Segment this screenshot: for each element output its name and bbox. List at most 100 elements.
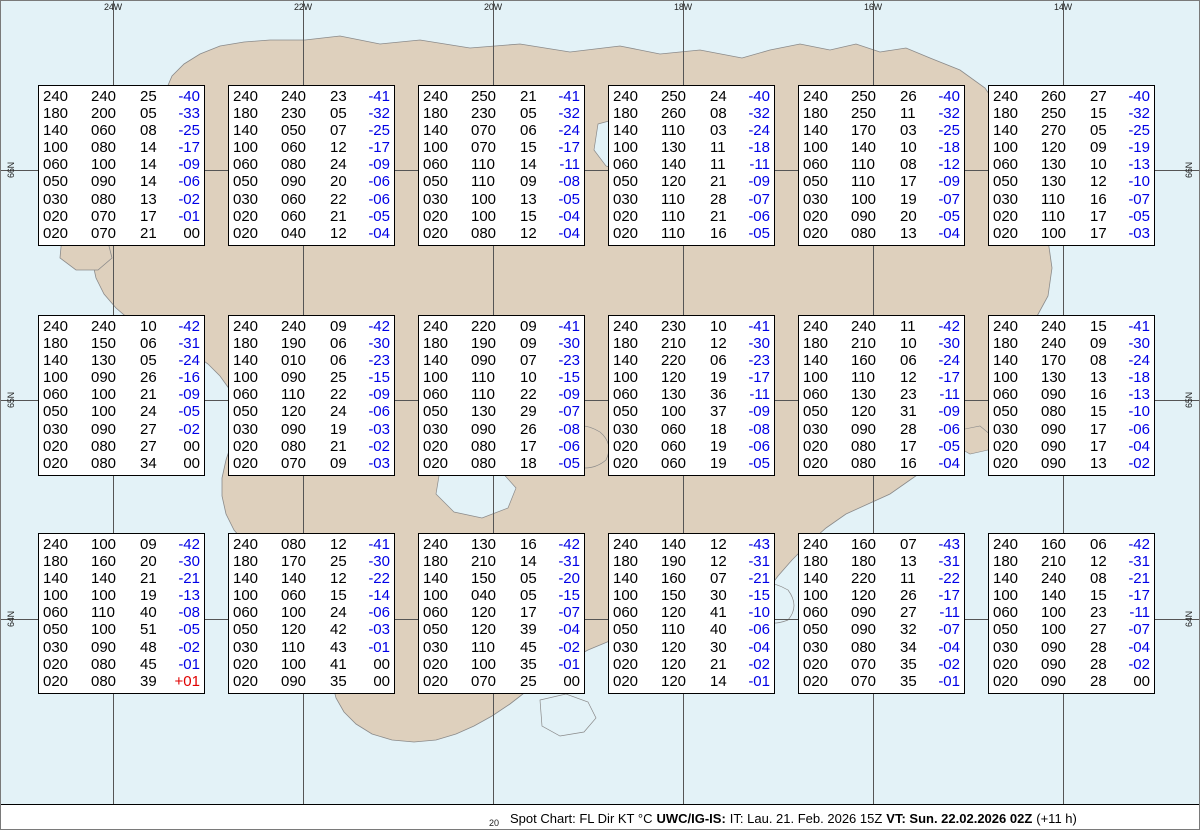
spot-box-r2c1[interactable]: 240 240 10 -42 180 150 06 -31 140 130 05 -24 100 090 2… (38, 315, 205, 476)
wind-speed-value: 09 (520, 318, 537, 335)
wind-speed-value: 19 (330, 420, 347, 438)
wind-speed-value: 28 (1090, 638, 1107, 656)
temperature-value: -09 (178, 156, 200, 174)
spot-row: 240 240 11 -42 (803, 318, 960, 335)
wind-speed-value: 20 (330, 173, 347, 191)
wind-speed-value: 21 (520, 88, 537, 105)
spot-box-r3c5[interactable]: 240 160 07 -43 180 180 13 -31 140 220 11 -22 100 120 2… (798, 533, 965, 694)
spot-row: 140 170 08 -24 (993, 352, 1150, 369)
wind-direction-value: 260 (1041, 88, 1067, 105)
wind-direction-value: 080 (471, 454, 497, 472)
flight-level-value: 050 (803, 173, 829, 191)
spot-box-r1c4[interactable]: 240 250 24 -40 180 260 08 -32 140 110 03 -24 100 130 1… (608, 85, 775, 246)
wind-speed-value: 14 (140, 139, 157, 157)
spot-row: 100 150 30 -15 (613, 587, 770, 604)
flight-level-value: 180 (423, 105, 449, 123)
flight-level-value: 180 (233, 553, 259, 571)
spot-row: 060 090 16 -13 (993, 386, 1150, 403)
temperature-value: -11 (749, 156, 770, 174)
flight-level-value: 020 (993, 207, 1019, 225)
temperature-value: -02 (178, 420, 200, 438)
temperature-value: -41 (748, 318, 770, 335)
wind-direction-value: 100 (1041, 621, 1067, 639)
spot-row: 100 130 11 -18 (613, 139, 770, 156)
wind-speed-value: 16 (1090, 386, 1107, 404)
spot-box-r3c1[interactable]: 240 100 09 -42 180 160 20 -30 140 140 21 -21 100 100 1… (38, 533, 205, 694)
temperature-value: -02 (368, 437, 390, 455)
spot-box-r1c1[interactable]: 240 240 25 -40 180 200 05 -33 140 060 08 -25 100 080 1… (38, 85, 205, 246)
temperature-value: -40 (178, 88, 200, 105)
wind-direction-value: 100 (1041, 604, 1067, 622)
spot-row: 140 270 05 -25 (993, 122, 1150, 139)
wind-direction-value: 070 (851, 672, 877, 690)
spot-box-r2c5[interactable]: 240 240 11 -42 180 210 10 -30 140 160 06 -24 100 110 1… (798, 315, 965, 476)
wind-speed-value: 17 (1090, 437, 1107, 455)
lat-label-65n-right: 65N (1184, 392, 1195, 408)
temperature-value: -30 (368, 335, 390, 353)
spot-row: 240 240 10 -42 (43, 318, 200, 335)
spot-box-r1c2[interactable]: 240 240 23 -41 180 230 05 -32 140 050 07 -25 100 060 1… (228, 85, 395, 246)
temperature-value: -06 (748, 437, 770, 455)
wind-direction-value: 100 (851, 190, 877, 208)
temperature-value: -06 (748, 207, 770, 225)
temperature-value: -13 (1128, 156, 1150, 174)
wind-speed-value: 15 (1090, 105, 1107, 123)
wind-direction-value: 230 (471, 105, 497, 123)
spot-row: 140 170 03 -25 (803, 122, 960, 139)
spot-box-r3c4[interactable]: 240 140 12 -43 180 190 12 -31 140 160 07 -21 100 150 3… (608, 533, 775, 694)
flight-level-value: 030 (613, 420, 639, 438)
spot-row: 100 140 15 -17 (993, 587, 1150, 604)
flight-level-value: 030 (803, 638, 829, 656)
temperature-value: -05 (368, 207, 390, 225)
spot-box-r1c5[interactable]: 240 250 26 -40 180 250 11 -32 140 170 03 -25 100 140 1… (798, 85, 965, 246)
spot-box-r3c2[interactable]: 240 080 12 -41 180 170 25 -30 140 140 12 -22 100 060 1… (228, 533, 395, 694)
spot-row: 180 240 09 -30 (993, 335, 1150, 352)
wind-direction-value: 080 (91, 190, 117, 208)
spot-box-r2c3[interactable]: 240 220 09 -41 180 190 09 -30 140 090 07 -23 100 110 1… (418, 315, 585, 476)
wind-speed-value: 39 (140, 672, 157, 690)
flight-level-value: 060 (803, 604, 829, 622)
wind-direction-value: 090 (471, 420, 497, 438)
wind-speed-value: 16 (1090, 190, 1107, 208)
wind-speed-value: 15 (1090, 318, 1107, 335)
wind-direction-value: 130 (661, 386, 687, 404)
wind-direction-value: 220 (661, 352, 687, 370)
wind-direction-value: 060 (281, 207, 307, 225)
flight-level-value: 050 (233, 403, 259, 421)
spot-row: 180 230 05 -32 (423, 105, 580, 122)
spot-row: 180 250 11 -32 (803, 105, 960, 122)
wind-speed-value: 29 (520, 403, 537, 421)
spot-box-r1c6[interactable]: 240 260 27 -40 180 250 15 -32 140 270 05 -25 100 120 0… (988, 85, 1155, 246)
spot-box-r3c6[interactable]: 240 160 06 -42 180 210 12 -31 140 240 08 -21 100 140 1… (988, 533, 1155, 694)
wind-speed-value: 13 (520, 190, 537, 208)
spot-box-r2c6[interactable]: 240 240 15 -41 180 240 09 -30 140 170 08 -24 100 130 1… (988, 315, 1155, 476)
wind-direction-value: 240 (281, 88, 307, 105)
flight-level-value: 020 (613, 655, 639, 673)
flight-level-value: 020 (43, 454, 69, 472)
temperature-value: 00 (183, 224, 200, 242)
temperature-value: -22 (368, 570, 390, 588)
spot-row: 030 110 16 -07 (993, 191, 1150, 208)
wind-speed-value: 25 (330, 553, 347, 571)
spot-box-r3c3[interactable]: 240 130 16 -42 180 210 14 -31 140 150 05 -20 100 040 0… (418, 533, 585, 694)
wind-direction-value: 080 (281, 437, 307, 455)
temperature-value: -07 (558, 604, 580, 622)
spot-box-r1c3[interactable]: 240 250 21 -41 180 230 05 -32 140 070 06 -24 100 070 1… (418, 85, 585, 246)
spot-row: 020 090 35 00 (233, 673, 390, 690)
wind-direction-value: 080 (851, 638, 877, 656)
spot-box-r2c2[interactable]: 240 240 09 -42 180 190 06 -30 140 010 06 -23 100 090 2… (228, 315, 395, 476)
flight-level-value: 240 (43, 318, 69, 335)
temperature-value: -07 (1128, 190, 1150, 208)
wind-direction-value: 220 (471, 318, 497, 335)
temperature-value: -02 (178, 638, 200, 656)
spot-box-r2c4[interactable]: 240 230 10 -41 180 210 12 -30 140 220 06 -23 100 120 1… (608, 315, 775, 476)
wind-direction-value: 230 (661, 318, 687, 335)
wind-speed-value: 23 (330, 88, 347, 105)
temperature-value: -10 (1128, 173, 1150, 191)
flight-level-value: 100 (993, 369, 1019, 387)
spot-row: 050 130 29 -07 (423, 403, 580, 420)
spot-row: 030 090 19 -03 (233, 421, 390, 438)
wind-direction-value: 190 (471, 335, 497, 353)
wind-speed-value: 20 (140, 553, 157, 571)
wind-direction-value: 100 (91, 156, 117, 174)
